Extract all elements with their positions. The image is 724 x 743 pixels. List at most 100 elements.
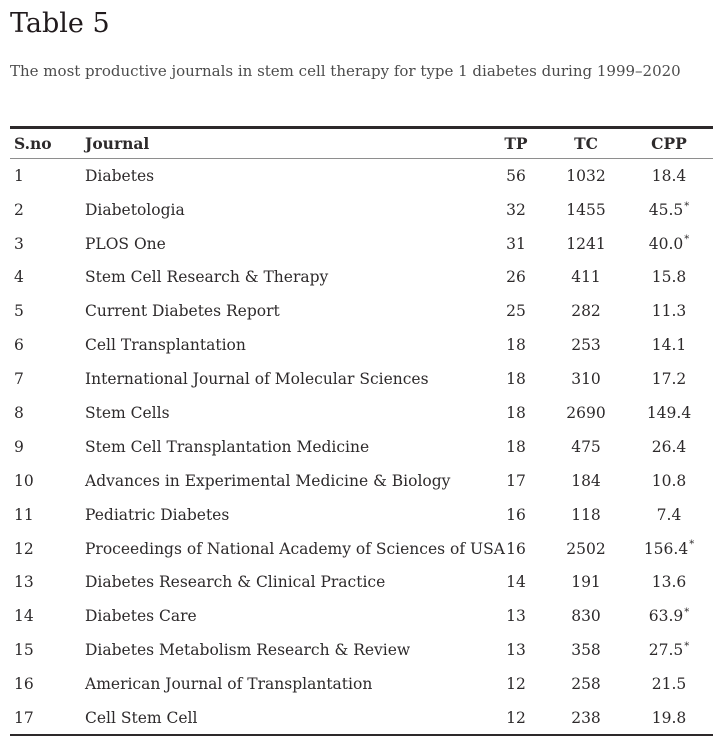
cell-journal: PLOS One <box>85 234 166 253</box>
cell-tc: 830 <box>571 607 601 626</box>
cell-s-no: 8 <box>14 404 24 422</box>
cell-cpp: 149.4 <box>646 404 692 422</box>
cell-tp: 13 <box>506 641 526 660</box>
table-row: 12 Proceedings of National Academy of Sci… <box>10 532 713 566</box>
table-row: 11 Pediatric Diabetes 16 118 7.4 <box>10 498 713 532</box>
cell-s-no: 9 <box>14 437 24 456</box>
cell-tc: 1241 <box>566 234 606 253</box>
cell-journal: Stem Cell Transplantation Medicine <box>85 437 370 456</box>
cell-s-no: 3 <box>14 234 24 253</box>
cell-tp: 12 <box>506 675 526 694</box>
footnote-marker: * <box>689 539 695 551</box>
cell-s-no: 14 <box>14 607 34 626</box>
cell-tc: 238 <box>571 708 601 727</box>
cell-tp: 18 <box>506 437 526 456</box>
cell-s-no: 2 <box>14 200 24 219</box>
cell-cpp: 19.8 <box>651 708 687 727</box>
cell-tp: 31 <box>506 234 526 253</box>
cell-s-no: 5 <box>14 302 24 321</box>
cell-tc: 1455 <box>566 200 606 219</box>
cell-tc: 282 <box>571 302 601 321</box>
cell-tc: 358 <box>571 641 601 660</box>
cell-tp: 56 <box>506 167 526 186</box>
table-row: 16 American Journal of Transplantation 12 2… <box>10 667 713 701</box>
cell-journal: Diabetologia <box>85 200 185 219</box>
cell-tp: 32 <box>506 200 526 219</box>
table-row: 8 Stem Cells 18 2690 149.4 <box>10 396 713 430</box>
cell-journal: Cell Transplantation <box>85 336 246 355</box>
cell-cpp: 10.8 <box>651 471 687 490</box>
cell-journal: Proceedings of National Academy of Scien… <box>85 539 505 558</box>
table-caption: The most productive journals in stem cel… <box>10 61 681 80</box>
cell-cpp: 40.0* <box>648 234 690 253</box>
cell-tp: 17 <box>506 471 526 490</box>
cell-s-no: 10 <box>14 471 34 490</box>
cell-tp: 16 <box>506 505 526 524</box>
cell-tc: 475 <box>571 437 601 456</box>
cell-s-no: 12 <box>14 539 34 558</box>
cell-tc: 1032 <box>566 167 606 186</box>
cell-tc: 2690 <box>566 404 606 422</box>
table-body: 1 Diabetes 56 1032 18.4 2 Diabetologia 32 1455 45… <box>10 159 713 735</box>
cell-s-no: 6 <box>14 336 24 355</box>
table-row: 4 Stem Cell Research & Therapy 26 411 15.8 <box>10 261 713 295</box>
table-row: 9 Stem Cell Transplantation Medicine 18 475… <box>10 430 713 464</box>
column-header-sno: S.no <box>14 134 52 154</box>
cell-tp: 18 <box>506 336 526 355</box>
cell-cpp: 63.9* <box>648 607 690 626</box>
cell-tc: 118 <box>571 505 601 524</box>
header-row: S.no Journal TP TC CPP <box>10 128 713 159</box>
table-row: 3 PLOS One 31 1241 40.0* <box>10 227 713 261</box>
cell-tc: 184 <box>571 471 601 490</box>
cell-cpp: 14.1 <box>651 336 687 355</box>
cell-tc: 253 <box>571 336 601 355</box>
table-header: S.no Journal TP TC CPP <box>10 128 713 159</box>
footnote-marker: * <box>684 234 690 246</box>
cell-tp: 18 <box>506 404 526 422</box>
cell-tp: 18 <box>506 370 526 389</box>
table-row: 10 Advances in Experimental Medicine & Bi… <box>10 464 713 498</box>
cell-journal: Diabetes <box>85 167 155 186</box>
cell-cpp: 15.8 <box>651 268 687 287</box>
cell-journal: Advances in Experimental Medicine & Biol… <box>85 471 451 490</box>
table-row: 15 Diabetes Metabolism Research & Review 1… <box>10 633 713 667</box>
cell-cpp: 11.3 <box>651 302 687 321</box>
column-header-journal: Journal <box>85 134 150 154</box>
cell-tc: 411 <box>571 268 601 287</box>
cell-journal: Diabetes Metabolism Research & Review <box>85 641 411 660</box>
cell-s-no: 13 <box>14 573 34 592</box>
cell-cpp: 17.2 <box>651 370 687 389</box>
table-row: 13 Diabetes Research & Clinical Practice 1… <box>10 566 713 600</box>
cell-tc: 2502 <box>566 539 606 558</box>
cell-cpp: 26.4 <box>651 437 687 456</box>
table-row: 1 Diabetes 56 1032 18.4 <box>10 159 713 193</box>
cell-s-no: 15 <box>14 641 34 660</box>
cell-tp: 25 <box>506 302 526 321</box>
cell-journal: Diabetes Research & Clinical Practice <box>85 573 386 592</box>
cell-tp: 14 <box>506 573 526 592</box>
cell-s-no: 4 <box>14 268 24 287</box>
column-header-tp: TP <box>504 134 528 154</box>
cell-cpp: 156.4* <box>643 539 695 558</box>
cell-cpp: 21.5 <box>651 675 687 694</box>
cell-tp: 12 <box>506 708 526 727</box>
table-row: 17 Cell Stem Cell 12 238 19.8 <box>10 701 713 735</box>
cell-s-no: 1 <box>14 167 24 186</box>
table-row: 6 Cell Transplantation 18 253 14.1 <box>10 328 713 362</box>
cell-s-no: 16 <box>14 675 34 694</box>
cell-cpp: 7.4 <box>656 505 682 524</box>
cell-tp: 13 <box>506 607 526 626</box>
table-row: 14 Diabetes Care 13 830 63.9* <box>10 599 713 633</box>
table-row: 7 International Journal of Molecular Scie… <box>10 362 713 396</box>
cell-journal: Current Diabetes Report <box>85 302 280 321</box>
footnote-marker: * <box>684 641 690 653</box>
cell-journal: Pediatric Diabetes <box>85 505 230 524</box>
cell-tp: 26 <box>506 268 526 287</box>
cell-journal: International Journal of Molecular Scien… <box>85 370 429 389</box>
cell-tc: 191 <box>571 573 601 592</box>
cell-journal: Stem Cell Research & Therapy <box>85 268 329 287</box>
journals-table: S.no Journal TP TC CPP 1 Diabetes 56 1032 18… <box>10 126 713 736</box>
column-header-cpp: CPP <box>651 134 687 154</box>
cell-cpp: 13.6 <box>651 573 687 592</box>
